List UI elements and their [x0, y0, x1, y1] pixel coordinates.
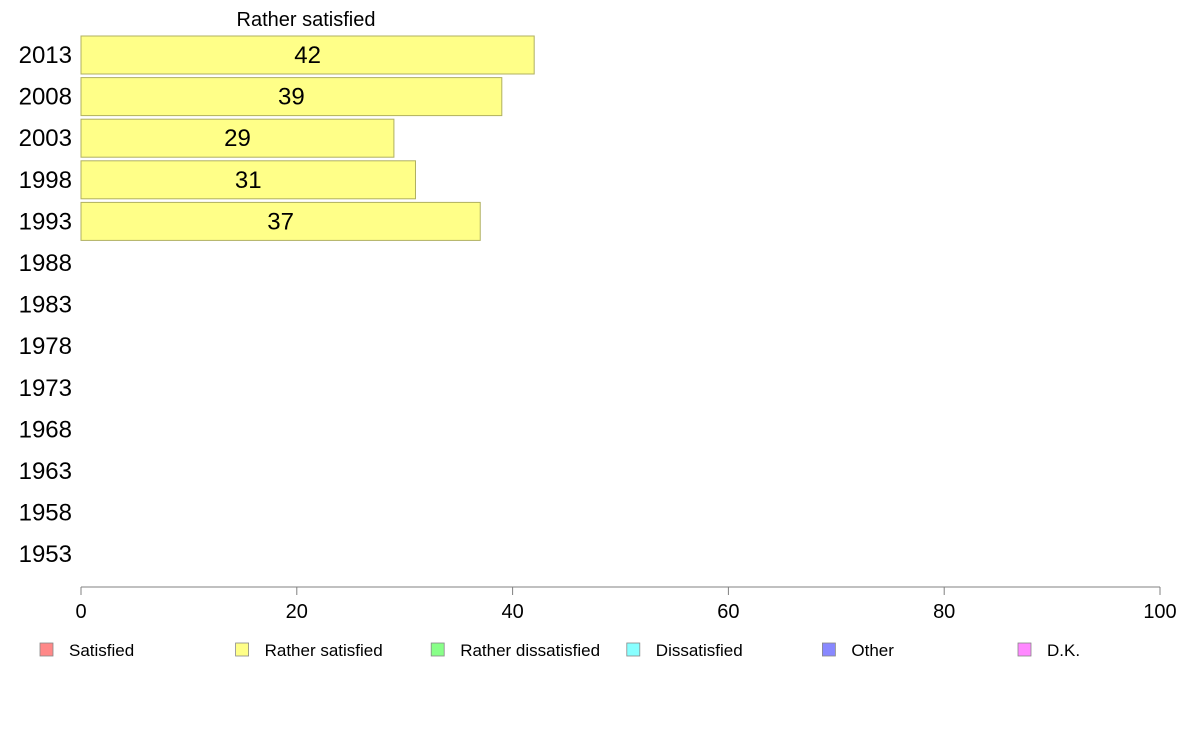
year-label: 1973	[19, 375, 72, 402]
chart-title: Rather satisfied	[237, 9, 376, 31]
year-label: 1983	[19, 292, 72, 319]
bar-value-label: 42	[294, 42, 321, 69]
year-label: 2008	[19, 84, 72, 111]
year-label: 1953	[19, 541, 72, 568]
legend-label: Rather satisfied	[265, 641, 383, 660]
legend-item: Satisfied	[39, 641, 134, 660]
legend-swatch	[430, 642, 445, 657]
legend-swatch	[39, 642, 54, 657]
legend-label: Rather dissatisfied	[460, 641, 600, 660]
x-tick-label: 80	[933, 601, 955, 623]
legend-item: D.K.	[1017, 641, 1080, 660]
legend-swatch	[1017, 642, 1032, 657]
bar-value-label: 39	[278, 84, 305, 111]
bar	[80, 201, 481, 241]
legend-item: Other	[822, 641, 894, 660]
bar	[80, 77, 503, 117]
year-label: 1978	[19, 333, 72, 360]
bar	[80, 35, 535, 75]
legend-label: D.K.	[1047, 641, 1080, 660]
bar-value-label: 31	[235, 167, 262, 194]
bar	[80, 160, 416, 200]
legend: Satisfied Rather satisfied Rather dissatis…	[39, 641, 1080, 660]
legend-label: Other	[851, 641, 894, 660]
x-tick-label: 40	[501, 601, 523, 623]
legend-label: Satisfied	[69, 641, 134, 660]
year-label: 2003	[19, 125, 72, 152]
legend-swatch	[822, 642, 836, 657]
year-label: 1993	[19, 208, 72, 235]
legend-item: Rather dissatisfied	[430, 641, 600, 660]
year-label: 1958	[19, 500, 72, 527]
year-label: 1998	[19, 167, 72, 194]
year-label: 1963	[19, 458, 72, 485]
x-tick-label: 0	[75, 601, 86, 623]
legend-swatch	[235, 642, 250, 657]
year-label: 1968	[19, 416, 72, 443]
bar-value-label: 37	[267, 208, 294, 235]
legend-item: Rather satisfied	[235, 641, 383, 660]
x-tick-label: 60	[717, 601, 739, 623]
legend-label: Dissatisfied	[656, 641, 743, 660]
year-label: 1988	[19, 250, 72, 277]
x-tick-label: 100	[1143, 601, 1176, 623]
legend-item: Dissatisfied	[626, 641, 743, 660]
bar	[80, 118, 395, 158]
legend-swatch	[626, 642, 641, 657]
year-label: 2013	[19, 42, 72, 69]
x-tick-label: 20	[286, 601, 308, 623]
y-axis-labels: 2013 2008 2003 1998 1993 1988 1983 1978 1973 1968…	[19, 42, 72, 568]
bar-value-label: 29	[224, 125, 251, 152]
x-axis: 0 20 40 60 80 100	[75, 586, 1177, 623]
